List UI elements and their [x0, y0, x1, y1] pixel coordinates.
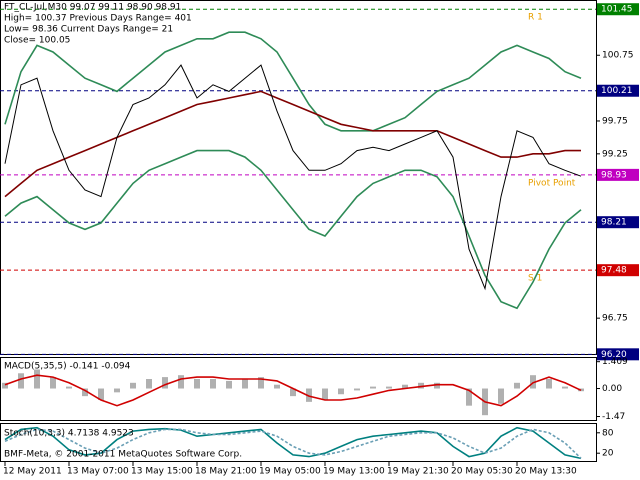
histogram-bar — [418, 382, 424, 389]
y-tick-label: 100.75 — [602, 51, 634, 61]
y-tick-label: 99.75 — [602, 116, 628, 126]
histogram-bar — [82, 388, 88, 397]
histogram-bar — [226, 380, 232, 389]
x-tick-label: 20 May 13:30 — [515, 467, 577, 477]
x-tick-label: 20 May 05:30 — [451, 467, 513, 477]
y-tick-label: -1.47 — [602, 412, 625, 422]
histogram-bar — [18, 373, 24, 389]
level-label: 100.21 — [601, 86, 633, 96]
histogram-bar — [50, 377, 56, 389]
histogram-bar — [370, 386, 376, 389]
histogram-bar — [546, 379, 552, 389]
histogram-bar — [146, 379, 152, 389]
level-name: Pivot Point — [528, 178, 576, 188]
series-line — [4, 374, 582, 407]
level-box — [597, 168, 639, 181]
level-label: 98.21 — [601, 218, 627, 228]
x-tick-label: 18 May 21:00 — [195, 467, 257, 477]
histogram-bar — [34, 369, 40, 389]
histogram-bar — [322, 388, 328, 400]
series-line — [4, 31, 582, 132]
level-label: 98.93 — [601, 170, 627, 180]
info-line: FT_CL-Jul,M30 99.07 99.11 98.90 98.91 — [4, 3, 181, 13]
histogram-bar — [290, 388, 296, 397]
histogram-bar — [130, 382, 136, 389]
level-box — [597, 348, 639, 361]
level-box — [597, 216, 639, 229]
histogram-bar — [530, 375, 536, 389]
level-name: R 1 — [528, 13, 543, 23]
histogram-bar — [514, 382, 520, 389]
level-label: 96.20 — [601, 350, 627, 360]
level-label: 97.48 — [601, 266, 627, 276]
level-box — [597, 3, 639, 16]
info-line: Close= 100.05 — [4, 36, 70, 46]
histogram-bar — [178, 375, 184, 389]
histogram-bar — [98, 388, 104, 400]
series-line — [4, 90, 581, 198]
x-tick-label: 13 May 15:00 — [131, 467, 193, 477]
x-tick-label: 19 May 13:00 — [323, 467, 385, 477]
histogram-bar — [338, 388, 344, 395]
histogram-bar — [386, 386, 392, 389]
series-line — [4, 149, 582, 310]
stoch-panel — [0, 423, 597, 462]
info-line: High= 100.37 Previous Days Range= 401 — [4, 14, 192, 24]
histogram-bar — [210, 379, 216, 389]
histogram-bar — [498, 388, 504, 404]
x-tick-label: 12 May 2011 — [3, 467, 62, 477]
indicator-label: MACD(5,35,5) -0.141 -0.094 — [4, 362, 131, 372]
histogram-bar — [466, 388, 472, 406]
histogram-bar — [274, 384, 280, 389]
y-tick-label: 99.25 — [602, 149, 628, 159]
histogram-bar — [66, 386, 72, 389]
x-tick-label: 19 May 21:30 — [387, 467, 449, 477]
x-tick-label: 13 May 07:00 — [67, 467, 129, 477]
level-box — [597, 264, 639, 277]
histogram-bar — [258, 377, 264, 389]
histogram-bar — [306, 388, 312, 402]
level-box — [597, 84, 639, 97]
series-line — [4, 428, 582, 459]
histogram-bar — [402, 384, 408, 389]
histogram-bar — [194, 379, 200, 389]
y-tick-label: 80 — [602, 428, 614, 438]
y-tick-label: 1.409 — [602, 357, 628, 367]
y-tick-label: 0.00 — [602, 384, 622, 394]
level-label: 101.45 — [601, 5, 633, 15]
main-panel — [0, 0, 597, 355]
x-tick-label: 19 May 05:00 — [259, 467, 321, 477]
y-tick-label: 20 — [602, 449, 614, 459]
info-line: Low= 98.36 Current Days Range= 21 — [4, 25, 173, 35]
histogram-bar — [114, 388, 120, 393]
histogram-bar — [354, 388, 360, 391]
y-tick-label: 96.75 — [602, 314, 628, 324]
copyright: BMF-Meta, © 2001-2011 MetaQuotes Softwar… — [4, 450, 242, 460]
histogram-bar — [2, 382, 8, 389]
histogram-bar — [434, 382, 440, 389]
indicator-label: Stoch(10,3,3) 4.7138 4.9523 — [4, 429, 134, 439]
histogram-bar — [242, 379, 248, 389]
histogram-bar — [562, 386, 568, 389]
histogram-bar — [162, 377, 168, 389]
series-line — [4, 64, 582, 291]
